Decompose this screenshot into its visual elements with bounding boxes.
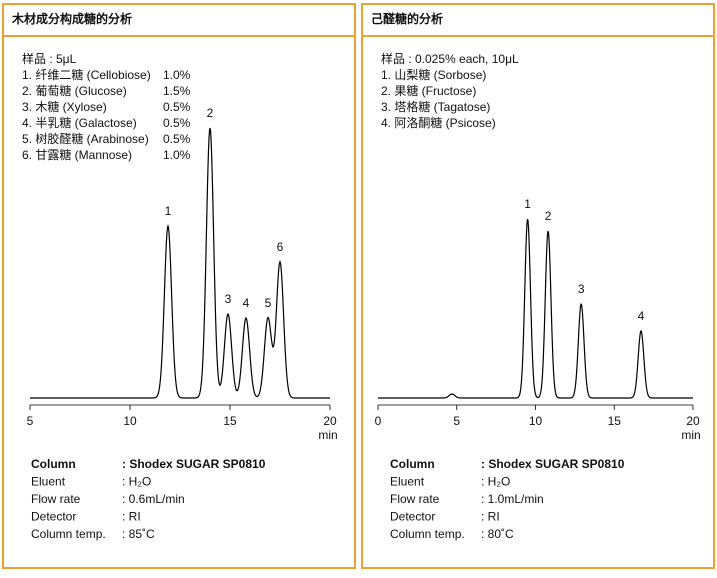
- x-tick-label: 15: [223, 414, 237, 428]
- component-name: 2. 葡萄糖 (Glucose): [22, 83, 127, 98]
- panel-title: 木材成分构成糖的分析: [11, 11, 132, 26]
- condition-label: Flow rate: [390, 492, 440, 506]
- component-name: 5. 树胶醛糖 (Arabinose): [22, 131, 149, 146]
- x-tick-label: 0: [375, 414, 382, 428]
- peak-label: 4: [243, 296, 250, 310]
- chromatogram-trace: [378, 218, 693, 399]
- peak-label: 3: [225, 292, 232, 306]
- x-tick-label: 15: [608, 414, 622, 428]
- peak-label: 2: [545, 209, 552, 223]
- peak-label: 4: [638, 309, 645, 323]
- component-name: 3. 塔格糖 (Tagatose): [381, 99, 490, 114]
- panel-border: [361, 3, 715, 569]
- sample-info: 样品 : 0.025% each, 10μL: [381, 51, 519, 66]
- component-amount: 0.5%: [163, 132, 191, 146]
- component-name: 6. 甘露糖 (Mannose): [22, 147, 132, 162]
- condition-label: Column: [31, 457, 76, 471]
- component-name: 1. 山梨糖 (Sorbose): [381, 67, 486, 82]
- x-tick-label: 5: [27, 414, 34, 428]
- condition-value: : H₂O: [481, 475, 510, 489]
- panel-title: 己醛糖的分析: [371, 11, 443, 26]
- x-tick-label: 10: [123, 414, 137, 428]
- chromatogram-trace: [30, 127, 330, 399]
- component-name: 1. 纤维二糖 (Cellobiose): [22, 67, 151, 82]
- sample-info: 样品 : 5μL: [22, 51, 77, 66]
- peak-label: 2: [207, 106, 214, 120]
- peak-label: 1: [524, 197, 531, 211]
- peak-label: 6: [277, 240, 284, 254]
- condition-label: Eluent: [31, 475, 66, 489]
- condition-value: : 85˚C: [122, 527, 155, 541]
- component-amount: 1.0%: [163, 68, 191, 82]
- component-name: 4. 半乳糖 (Galactose): [22, 115, 137, 130]
- x-axis-label: min: [681, 428, 700, 442]
- peak-label: 3: [578, 282, 585, 296]
- component-amount: 0.5%: [163, 116, 191, 130]
- peak-label: 1: [165, 204, 172, 218]
- condition-value: : 80˚C: [481, 527, 514, 541]
- panel-border: [2, 3, 356, 569]
- component-name: 4. 阿洛酮糖 (Psicose): [381, 115, 496, 130]
- condition-label: Column: [390, 457, 435, 471]
- condition-label: Eluent: [390, 475, 425, 489]
- condition-value: : RI: [481, 510, 500, 524]
- x-axis-label: min: [318, 428, 337, 442]
- condition-label: Detector: [31, 510, 76, 524]
- condition-value: : H₂O: [122, 475, 151, 489]
- condition-value: : Shodex SUGAR SP0810: [481, 457, 625, 471]
- component-name: 2. 果糖 (Fructose): [381, 83, 476, 98]
- condition-value: : Shodex SUGAR SP0810: [122, 457, 266, 471]
- condition-label: Column temp.: [390, 527, 465, 541]
- component-name: 3. 木糖 (Xylose): [22, 99, 107, 114]
- condition-value: : 0.6mL/min: [122, 492, 185, 506]
- x-tick-label: 20: [323, 414, 337, 428]
- condition-label: Detector: [390, 510, 435, 524]
- condition-value: : RI: [122, 510, 141, 524]
- peak-label: 5: [265, 296, 272, 310]
- x-tick-label: 5: [453, 414, 460, 428]
- component-amount: 1.0%: [163, 148, 191, 162]
- condition-label: Flow rate: [31, 492, 81, 506]
- component-amount: 1.5%: [163, 84, 191, 98]
- x-tick-label: 10: [529, 414, 543, 428]
- component-amount: 0.5%: [163, 100, 191, 114]
- condition-label: Column temp.: [31, 527, 106, 541]
- condition-value: : 1.0mL/min: [481, 492, 544, 506]
- x-tick-label: 20: [686, 414, 700, 428]
